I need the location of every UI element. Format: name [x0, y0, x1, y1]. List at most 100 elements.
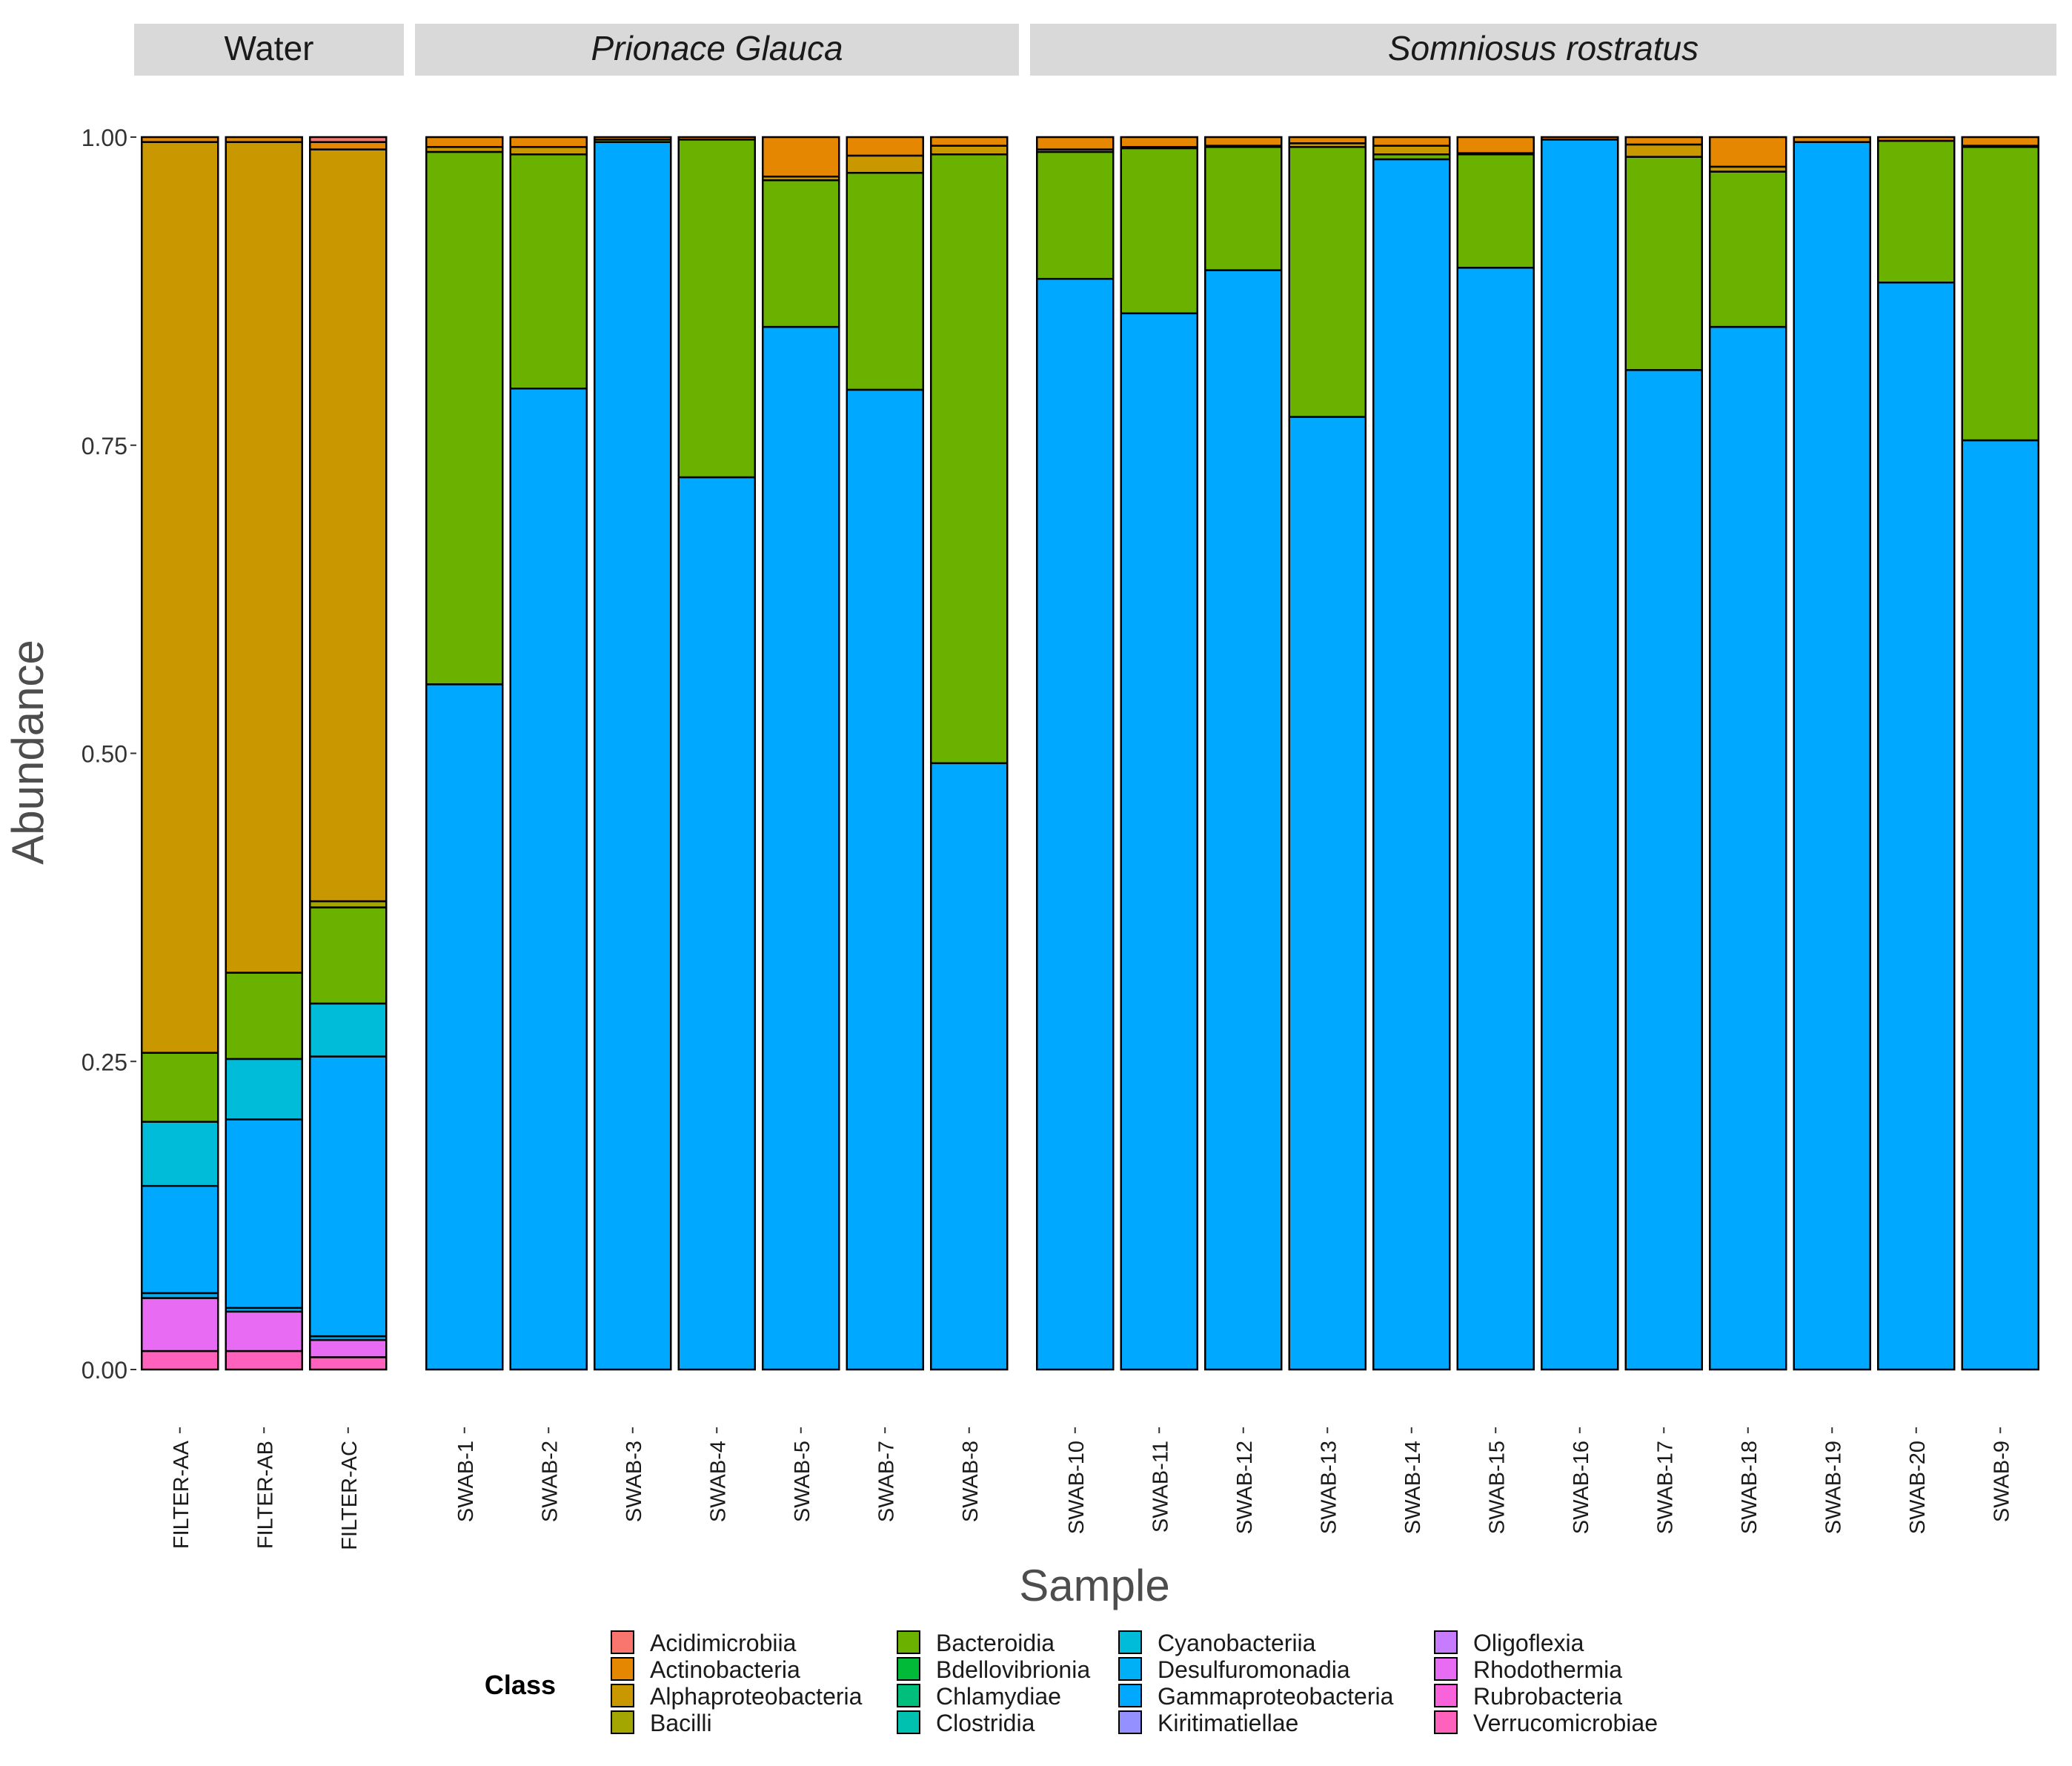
legend-label-acidimicrobiia: Acidimicrobiia: [650, 1630, 797, 1656]
bar-segment-actinobacteria: [225, 136, 303, 143]
x-tick-label: SWAB-3: [622, 1441, 646, 1522]
bar-segment-bacteroidia: [1709, 170, 1787, 328]
bar-segment-bacteroidia: [425, 150, 504, 686]
bar-swab-11: [1120, 136, 1198, 1371]
bar-segment-gammaproteobacteria: [930, 762, 1009, 1371]
bar-segment-alphaproteobacteria: [1372, 145, 1451, 156]
bar-segment-bacteroidia: [1961, 146, 2039, 442]
bar-segment-verrucomicrobiae: [225, 1350, 303, 1371]
bar-segment-actinobacteria: [1709, 136, 1787, 168]
x-tick-label: SWAB-2: [538, 1441, 562, 1522]
legend-key-kiritimatiellae: [1118, 1710, 1142, 1734]
bar-segment-gammaproteobacteria: [1541, 139, 1619, 1371]
bar-swab-15: [1456, 136, 1535, 1371]
bar-segment-actinobacteria: [1541, 136, 1619, 141]
bar-segment-actinobacteria: [1624, 136, 1703, 146]
x-tick-label: SWAB-15: [1485, 1441, 1509, 1534]
legend-label-kiritimatiellae: Kiritimatiellae: [1158, 1710, 1298, 1736]
bar-segment-bacteroidia: [1288, 146, 1367, 418]
bar-segment-gammaproteobacteria: [425, 683, 504, 1371]
bar-segment-acidimicrobiia: [309, 136, 388, 143]
legend-label-rubrobacteria: Rubrobacteria: [1473, 1683, 1622, 1710]
x-axis: FILTER-AA FILTER-AB FILTER-AC SWAB-1 SWAB-2 S…: [170, 1427, 2013, 1550]
legend-label-clostridia: Clostridia: [936, 1710, 1035, 1736]
legend-key-desulfuromonadia: [1118, 1657, 1142, 1681]
legend-label-alphaproteobacteria: Alphaproteobacteria: [650, 1683, 863, 1710]
legend-label-rhodothermia: Rhodothermia: [1473, 1656, 1622, 1683]
bar-swab-18: [1709, 136, 1787, 1371]
legend-label-bdellovibrionia: Bdellovibrionia: [936, 1656, 1090, 1683]
bar-segment-cyanobacteriia: [225, 1058, 303, 1121]
facet-label-prionace-glauca: Prionace Glauca: [591, 29, 843, 67]
bar-swab-4: [677, 136, 756, 1371]
bar-segment-alphaproteobacteria: [930, 145, 1009, 156]
bar-segment-cyanobacteriia: [141, 1121, 219, 1187]
bar-segment-cyanobacteriia: [309, 1002, 388, 1058]
legend-label-verrucomicrobiae: Verrucomicrobiae: [1473, 1710, 1658, 1736]
x-tick-label: SWAB-13: [1317, 1441, 1341, 1534]
bar-segment-actinobacteria: [846, 136, 924, 157]
bar-segment-bacteroidia: [846, 171, 924, 391]
x-tick-label: SWAB-8: [959, 1441, 983, 1522]
bar-segment-gammaproteobacteria: [762, 325, 840, 1371]
bar-segment-gammaproteobacteria: [1036, 277, 1115, 1371]
bar-swab-8: [930, 136, 1009, 1371]
bar-segment-actinobacteria: [762, 136, 840, 178]
bar-segment-actinobacteria: [1456, 136, 1535, 154]
bar-swab-17: [1624, 136, 1703, 1371]
legend-key-gammaproteobacteria: [1118, 1684, 1142, 1707]
bar-segment-rhodothermia: [225, 1310, 303, 1352]
bar-segment-gammaproteobacteria: [1624, 369, 1703, 1371]
bar-segment-bacteroidia: [309, 906, 388, 1005]
facet-label-somniosus-rostratus: Somniosus rostratus: [1388, 29, 1699, 67]
bar-segment-actinobacteria: [425, 136, 504, 148]
bar-segment-bacteroidia: [1456, 153, 1535, 269]
bar-segment-gammaproteobacteria: [141, 1184, 219, 1295]
x-tick-label: SWAB-19: [1822, 1441, 1845, 1534]
bar-segment-rhodothermia: [309, 1338, 388, 1358]
bar-segment-actinobacteria: [1961, 136, 2039, 147]
legend-label-chlamydiae: Chlamydiae: [936, 1683, 1061, 1710]
bar-segment-bacteroidia: [1120, 147, 1198, 315]
bar-segment-gammaproteobacteria: [1120, 312, 1198, 1371]
bar-segment-bacteroidia: [141, 1052, 219, 1123]
legend-key-alphaproteobacteria: [611, 1684, 634, 1707]
legend-label-gammaproteobacteria: Gammaproteobacteria: [1158, 1683, 1394, 1710]
bar-segment-gammaproteobacteria: [1961, 439, 2039, 1371]
x-tick-label: SWAB-16: [1570, 1441, 1593, 1534]
bar-segment-gammaproteobacteria: [1288, 416, 1367, 1371]
x-tick-label: SWAB-20: [1906, 1441, 1930, 1534]
bar-segment-gammaproteobacteria: [1709, 325, 1787, 1371]
bar-segment-verrucomicrobiae: [141, 1350, 219, 1371]
bar-segment-gammaproteobacteria: [1456, 267, 1535, 1371]
x-tick-label: SWAB-1: [454, 1441, 478, 1522]
bar-segment-alphaproteobacteria: [1624, 143, 1703, 158]
y-axis-title: Abundance: [3, 640, 53, 865]
bar-segment-gammaproteobacteria: [309, 1055, 388, 1338]
facet-strip-somniosus-rostratus: [1030, 24, 2056, 76]
x-tick-label: FILTER-AB: [253, 1441, 277, 1549]
x-tick-label: SWAB-12: [1233, 1441, 1257, 1534]
x-tick-label: SWAB-18: [1738, 1441, 1761, 1534]
x-tick-label: SWAB-11: [1149, 1441, 1172, 1533]
legend-label-actinobacteria: Actinobacteria: [650, 1656, 800, 1683]
y-tick-label: 0.50: [82, 741, 127, 768]
facet-label-water: Water: [225, 29, 314, 67]
bar-segment-actinobacteria: [1793, 136, 1871, 143]
bar-swab-13: [1288, 136, 1367, 1371]
y-tick-label: 0.00: [82, 1357, 127, 1384]
bar-segment-gammaproteobacteria: [846, 388, 924, 1371]
bar-swab-9: [1961, 136, 2039, 1371]
bar-filter-aa: [141, 136, 219, 1371]
legend-key-rubrobacteria: [1434, 1684, 1458, 1707]
x-tick-label: SWAB-7: [874, 1441, 898, 1522]
bar-swab-16: [1541, 136, 1619, 1371]
bar-segment-actinobacteria: [930, 136, 1009, 147]
bar-swab-14: [1372, 136, 1451, 1371]
bar-segment-bacteroidia: [762, 179, 840, 328]
bar-segment-actinobacteria: [594, 136, 672, 141]
bar-segment-alphaproteobacteria: [509, 146, 588, 156]
bar-segment-alphaproteobacteria: [846, 154, 924, 174]
bar-segment-alphaproteobacteria: [225, 141, 303, 974]
